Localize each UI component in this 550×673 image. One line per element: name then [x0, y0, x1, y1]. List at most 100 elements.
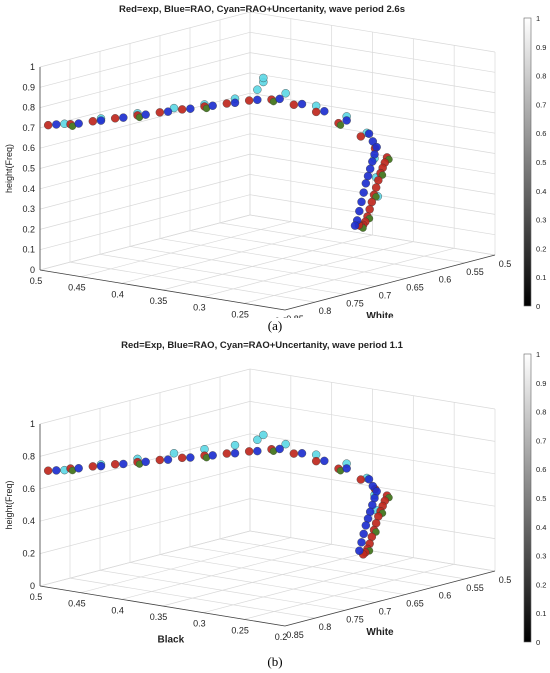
- data-point: [320, 456, 329, 466]
- data-point: [365, 205, 374, 214]
- grid-line: [189, 230, 436, 272]
- data-point: [275, 444, 284, 454]
- data-point: [259, 73, 268, 83]
- data-point: [275, 94, 284, 104]
- data-point: [370, 150, 379, 159]
- grid-line: [39, 530, 496, 587]
- data-point: [253, 435, 262, 444]
- grid-line: [244, 247, 455, 304]
- chart-title: Red=Exp, Blue=RAO, Cyan=RAO+Uncertanity,…: [121, 340, 403, 351]
- data-point: [169, 449, 179, 458]
- data-point: [177, 453, 187, 463]
- series-rao: [52, 444, 381, 555]
- series-rao-uncertanity: [60, 73, 383, 201]
- z-tick-label: 0: [30, 265, 35, 275]
- data-point: [230, 449, 240, 458]
- data-point: [177, 105, 187, 114]
- data-point: [43, 466, 53, 475]
- z-tick-label: 0.4: [22, 516, 35, 526]
- data-point: [222, 99, 232, 108]
- y-tick-label: 0.75: [346, 614, 364, 624]
- colorbar-tick-label: 0.1: [536, 609, 546, 618]
- z-tick-label: 0.1: [22, 245, 35, 255]
- y-axis-line: [284, 570, 496, 627]
- data-point: [355, 546, 364, 555]
- grid: [39, 11, 496, 311]
- z-tick-label: 0.4: [22, 184, 35, 194]
- colorbar-tick-label: 0.7: [536, 100, 546, 109]
- y-tick-label: 0.65: [406, 599, 424, 609]
- x-tick-label: 0.35: [150, 612, 168, 622]
- grid: [39, 368, 496, 627]
- grid-line: [69, 261, 316, 303]
- x-tick-label: 0.25: [231, 309, 249, 318]
- colorbar-tick-label: 1: [536, 350, 540, 359]
- z-axis-label: height(Freq): [4, 480, 14, 529]
- z-tick-label: 0.8: [22, 451, 35, 461]
- y-axis-label: White: [366, 311, 394, 318]
- colorbar-gradient: [523, 17, 532, 307]
- grid-line: [69, 577, 316, 619]
- data-point: [350, 221, 360, 230]
- y-tick-label: 0.8: [319, 622, 332, 632]
- data-point: [364, 129, 374, 138]
- data-point: [372, 142, 381, 152]
- y-tick-label: 0.8: [319, 306, 332, 316]
- data-point: [253, 446, 262, 456]
- x-axis-line: [39, 585, 286, 627]
- data-point: [208, 101, 217, 110]
- x-tick-label: 0.2: [275, 632, 288, 642]
- data-point: [311, 456, 321, 466]
- data-point: [163, 455, 173, 464]
- z-tick-label: 0: [30, 581, 35, 591]
- axes: [39, 67, 496, 311]
- data-point: [230, 440, 240, 450]
- colorbar-tick-label: 0.1: [536, 273, 546, 282]
- y-tick-label: 0.6: [439, 591, 452, 601]
- data-point: [281, 89, 290, 98]
- data-point: [155, 455, 165, 465]
- data-point: [253, 85, 262, 94]
- x-axis-label: Black: [157, 635, 184, 646]
- data-point: [74, 119, 83, 128]
- data-point: [357, 197, 366, 207]
- data-point: [289, 100, 299, 109]
- colorbar-gradient: [523, 353, 532, 643]
- x-tick-label: 0.3: [193, 619, 206, 629]
- grid-line: [39, 433, 496, 490]
- data-point: [342, 116, 351, 125]
- data-points: [43, 430, 393, 559]
- grid-line: [219, 222, 466, 264]
- grid-line: [129, 562, 376, 603]
- data-point: [355, 206, 364, 216]
- z-tick-label: 0.3: [22, 204, 35, 214]
- data-point: [88, 462, 98, 471]
- data-point: [43, 120, 53, 130]
- data-point: [356, 132, 366, 141]
- y-tick-label: 0.85: [286, 630, 304, 640]
- y-tick-label: 0.55: [466, 583, 484, 593]
- colorbar-tick-label: 0.2: [536, 580, 546, 589]
- data-point: [52, 466, 61, 475]
- y-tick-label: 0.5: [499, 259, 512, 269]
- data-point: [361, 179, 371, 188]
- y-tick-label: 0.5: [499, 575, 512, 585]
- grid-line: [162, 550, 373, 607]
- z-tick-label: 1: [30, 62, 35, 72]
- chart-title: Red=exp, Blue=RAO, Cyan=RAO+Uncertanity,…: [119, 4, 405, 15]
- data-point: [289, 449, 299, 458]
- series-exp: [43, 95, 393, 232]
- data-point: [110, 114, 120, 123]
- z-tick-label: 0.6: [22, 484, 35, 494]
- colorbar-tick-label: 0.8: [536, 72, 546, 81]
- chart-b: 0.50.450.40.350.30.250.20.850.80.750.70.…: [4, 340, 546, 647]
- data-point: [363, 171, 373, 181]
- y-axis-label: White: [366, 627, 394, 638]
- data-point: [230, 98, 240, 107]
- data-points: [43, 73, 393, 232]
- x-tick-label: 0.25: [231, 625, 249, 635]
- z-tick-label: 0.7: [22, 123, 35, 133]
- colorbar-tick-label: 0.9: [536, 379, 546, 388]
- x-tick-label: 0.4: [111, 605, 124, 615]
- z-axis-label: height(Freq): [4, 144, 14, 193]
